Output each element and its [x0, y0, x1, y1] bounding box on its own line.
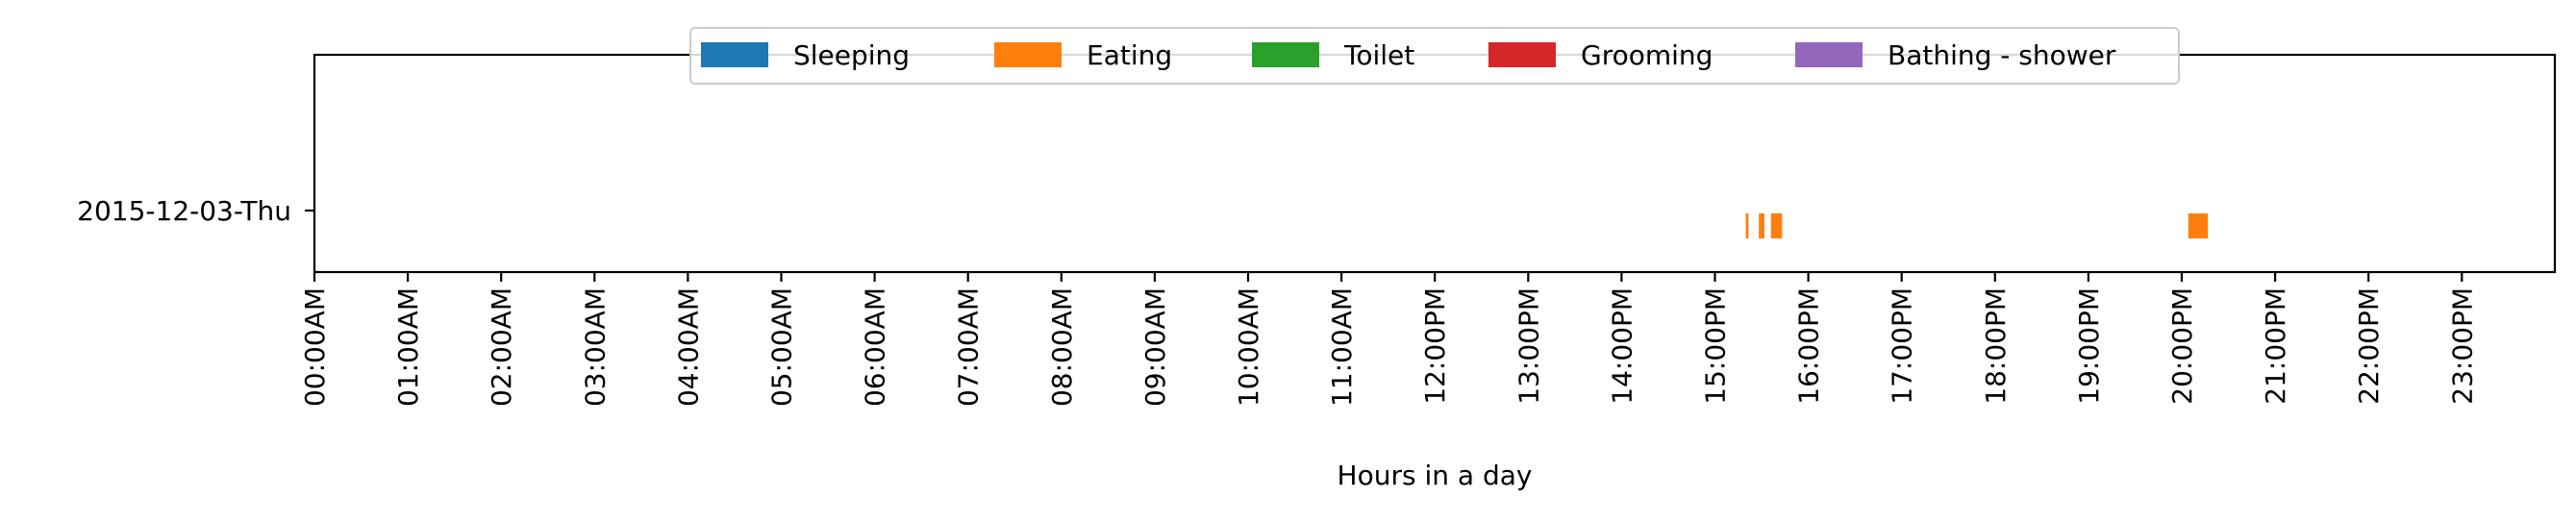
x-tick-label: 17:00PM: [1887, 287, 1918, 405]
legend-box: [689, 27, 2180, 85]
x-tick-label: 05:00AM: [766, 287, 798, 407]
activity-bar-eating-2: [1770, 213, 1783, 238]
x-tick-label: 08:00AM: [1046, 287, 1078, 407]
legend-label-eating: Eating: [1087, 39, 1172, 71]
x-tick-label: 15:00PM: [1700, 287, 1732, 405]
x-tick-label: 02:00AM: [486, 287, 517, 407]
legend-label-sleeping: Sleeping: [793, 39, 910, 71]
legend-swatch-sleeping: [701, 42, 768, 67]
x-tick-label: 03:00AM: [579, 287, 611, 407]
x-tick-label: 12:00PM: [1419, 287, 1451, 405]
x-tick-label: 22:00PM: [2353, 287, 2385, 405]
x-tick-label: 14:00PM: [1606, 287, 1638, 405]
x-tick-label: 23:00PM: [2446, 287, 2478, 405]
x-axis-label: Hours in a day: [1338, 460, 1533, 491]
legend-swatch-grooming: [1488, 42, 1556, 67]
legend-swatch-bathing-shower: [1795, 42, 1863, 67]
plot-area-frame: [313, 53, 2557, 274]
x-tick-label: 09:00AM: [1139, 287, 1171, 407]
x-tick-label: 11:00AM: [1326, 287, 1358, 407]
legend-label-grooming: Grooming: [1581, 39, 1713, 71]
x-tick-label: 18:00PM: [1980, 287, 2012, 405]
x-tick-label: 21:00PM: [2260, 287, 2291, 405]
x-tick-label: 13:00PM: [1513, 287, 1544, 405]
x-axis: 00:00AM 01:00AM 02:00AM 03:00AM 04:00AM 05:00…: [299, 272, 2478, 407]
x-tick-label: 00:00AM: [299, 287, 331, 407]
activity-bar-eating-1: [1759, 213, 1764, 238]
x-tick-label: 19:00PM: [2073, 287, 2105, 405]
bars-layer: [1745, 213, 2209, 238]
activity-bar-eating-0: [1745, 213, 1749, 238]
x-tick-label: 16:00PM: [1793, 287, 1825, 405]
x-tick-label: 07:00AM: [953, 287, 985, 407]
legend-swatch-eating: [994, 42, 1062, 67]
y-tick-label: 2015-12-03-Thu: [77, 195, 291, 227]
x-tick-label: 06:00AM: [860, 287, 891, 407]
x-tick-label: 20:00PM: [2166, 287, 2198, 405]
x-tick-label: 04:00AM: [672, 287, 704, 407]
legend-label-bathing-shower: Bathing - shower: [1888, 39, 2116, 71]
legend-swatch-toilet: [1252, 42, 1319, 67]
legend: Sleeping Eating Toilet Grooming Bathing - sh…: [689, 27, 2180, 85]
legend-label-toilet: Toilet: [1343, 39, 1414, 71]
activity-bar-eating-3: [2188, 213, 2209, 238]
y-axis: 2015-12-03-Thu: [77, 195, 314, 227]
x-tick-label: 10:00AM: [1233, 287, 1264, 407]
x-tick-label: 01:00AM: [392, 287, 424, 407]
